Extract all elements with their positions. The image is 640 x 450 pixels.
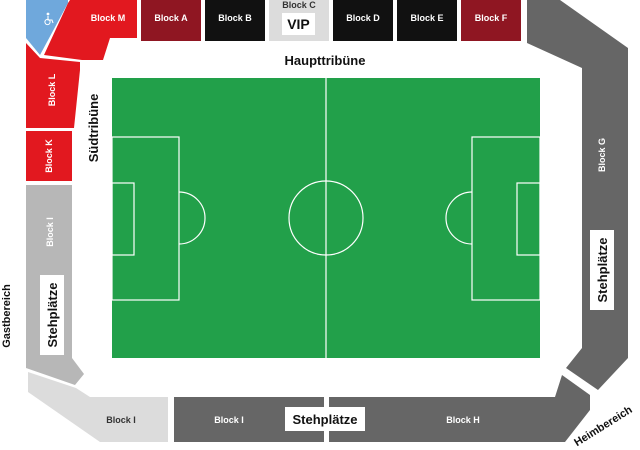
block-i-corner[interactable]	[28, 372, 168, 442]
block-i-corner-label: Block I	[106, 415, 136, 425]
block-k[interactable]	[26, 131, 72, 181]
left-penalty-arc	[178, 191, 206, 245]
block-a[interactable]	[141, 0, 201, 41]
right-goal-area	[516, 182, 541, 256]
block-b-label: Block B	[218, 13, 252, 23]
block-h[interactable]	[329, 375, 590, 442]
block-g[interactable]	[527, 0, 628, 390]
wheelchair-icon	[44, 12, 54, 26]
block-k-label: Block K	[44, 139, 54, 173]
right-penalty-arc	[445, 191, 473, 245]
standing-left-tag	[40, 275, 64, 355]
block-d-label: Block D	[346, 13, 380, 23]
block-e-label: Block E	[410, 13, 443, 23]
block-wheelchair-area[interactable]	[26, 0, 68, 55]
left-goal-area	[111, 182, 135, 256]
block-m[interactable]	[44, 0, 137, 60]
block-b[interactable]	[205, 0, 265, 41]
standing-bottom-tag	[285, 407, 365, 431]
block-c-label: Block C	[282, 0, 316, 10]
block-d[interactable]	[333, 0, 393, 41]
block-i-bottom-label: Block I	[214, 415, 244, 425]
stand-guest-label: Gastbereich	[1, 284, 13, 348]
vip-tag-text: VIP	[287, 16, 310, 32]
standing-bottom-text: Stehplätze	[292, 412, 357, 427]
block-i-left-label: Block I	[45, 217, 55, 247]
standing-right-text: Stehplätze	[595, 237, 610, 302]
standing-left-text: Stehplätze	[45, 282, 60, 347]
block-h-label: Block H	[446, 415, 480, 425]
block-f-label: Block F	[475, 13, 508, 23]
block-g-label: Block G	[597, 138, 607, 172]
stand-left-label: Südtribüne	[86, 94, 101, 163]
vip-tag	[282, 13, 315, 35]
block-m-label: Block M	[91, 13, 126, 23]
block-f[interactable]	[461, 0, 521, 41]
football-pitch	[111, 78, 541, 358]
block-e[interactable]	[397, 0, 457, 41]
block-a-label: Block A	[154, 13, 188, 23]
center-circle	[288, 180, 364, 256]
block-l[interactable]	[26, 43, 80, 128]
stand-top-label: Haupttribüne	[285, 53, 366, 68]
block-l-label: Block L	[47, 73, 57, 106]
standing-right-tag	[590, 230, 614, 310]
